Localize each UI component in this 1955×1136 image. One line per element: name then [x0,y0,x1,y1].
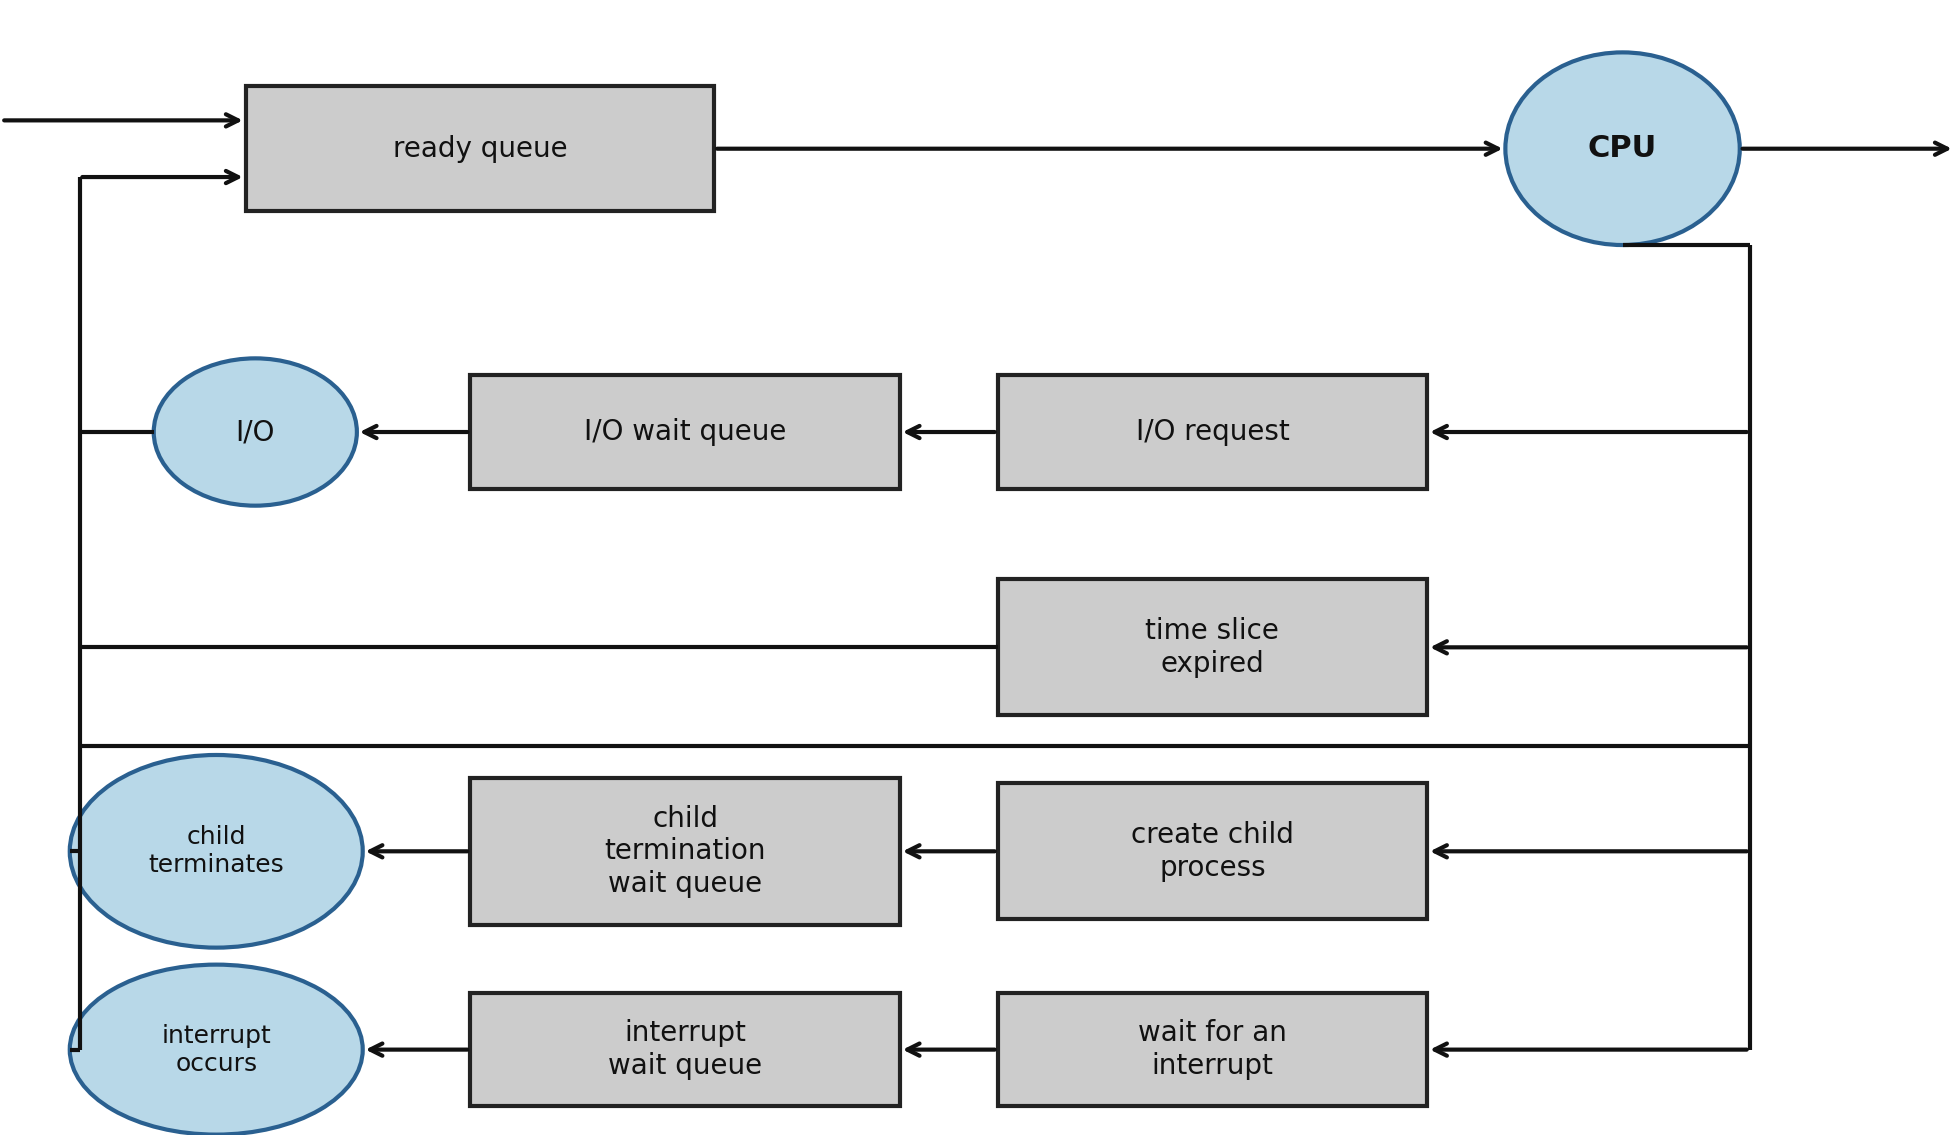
Ellipse shape [70,755,362,947]
Ellipse shape [154,358,356,506]
FancyBboxPatch shape [469,778,899,925]
Ellipse shape [1505,52,1738,245]
FancyBboxPatch shape [997,784,1427,919]
Text: time slice
expired: time slice expired [1146,617,1279,677]
Text: I/O wait queue: I/O wait queue [583,418,786,446]
Text: ready queue: ready queue [393,135,567,162]
FancyBboxPatch shape [469,375,899,488]
Text: I/O: I/O [235,418,276,446]
Text: I/O request: I/O request [1136,418,1288,446]
Ellipse shape [70,964,362,1135]
Text: child
termination
wait queue: child termination wait queue [604,805,764,897]
FancyBboxPatch shape [997,375,1427,488]
FancyBboxPatch shape [246,86,714,211]
Text: interrupt
wait queue: interrupt wait queue [608,1019,762,1080]
FancyBboxPatch shape [997,579,1427,716]
Text: create child
process: create child process [1130,821,1292,882]
FancyBboxPatch shape [997,993,1427,1106]
FancyBboxPatch shape [469,993,899,1106]
Text: interrupt
occurs: interrupt occurs [160,1024,272,1076]
Text: wait for an
interrupt: wait for an interrupt [1138,1019,1286,1080]
Text: CPU: CPU [1587,134,1656,164]
Text: child
terminates: child terminates [149,826,283,877]
